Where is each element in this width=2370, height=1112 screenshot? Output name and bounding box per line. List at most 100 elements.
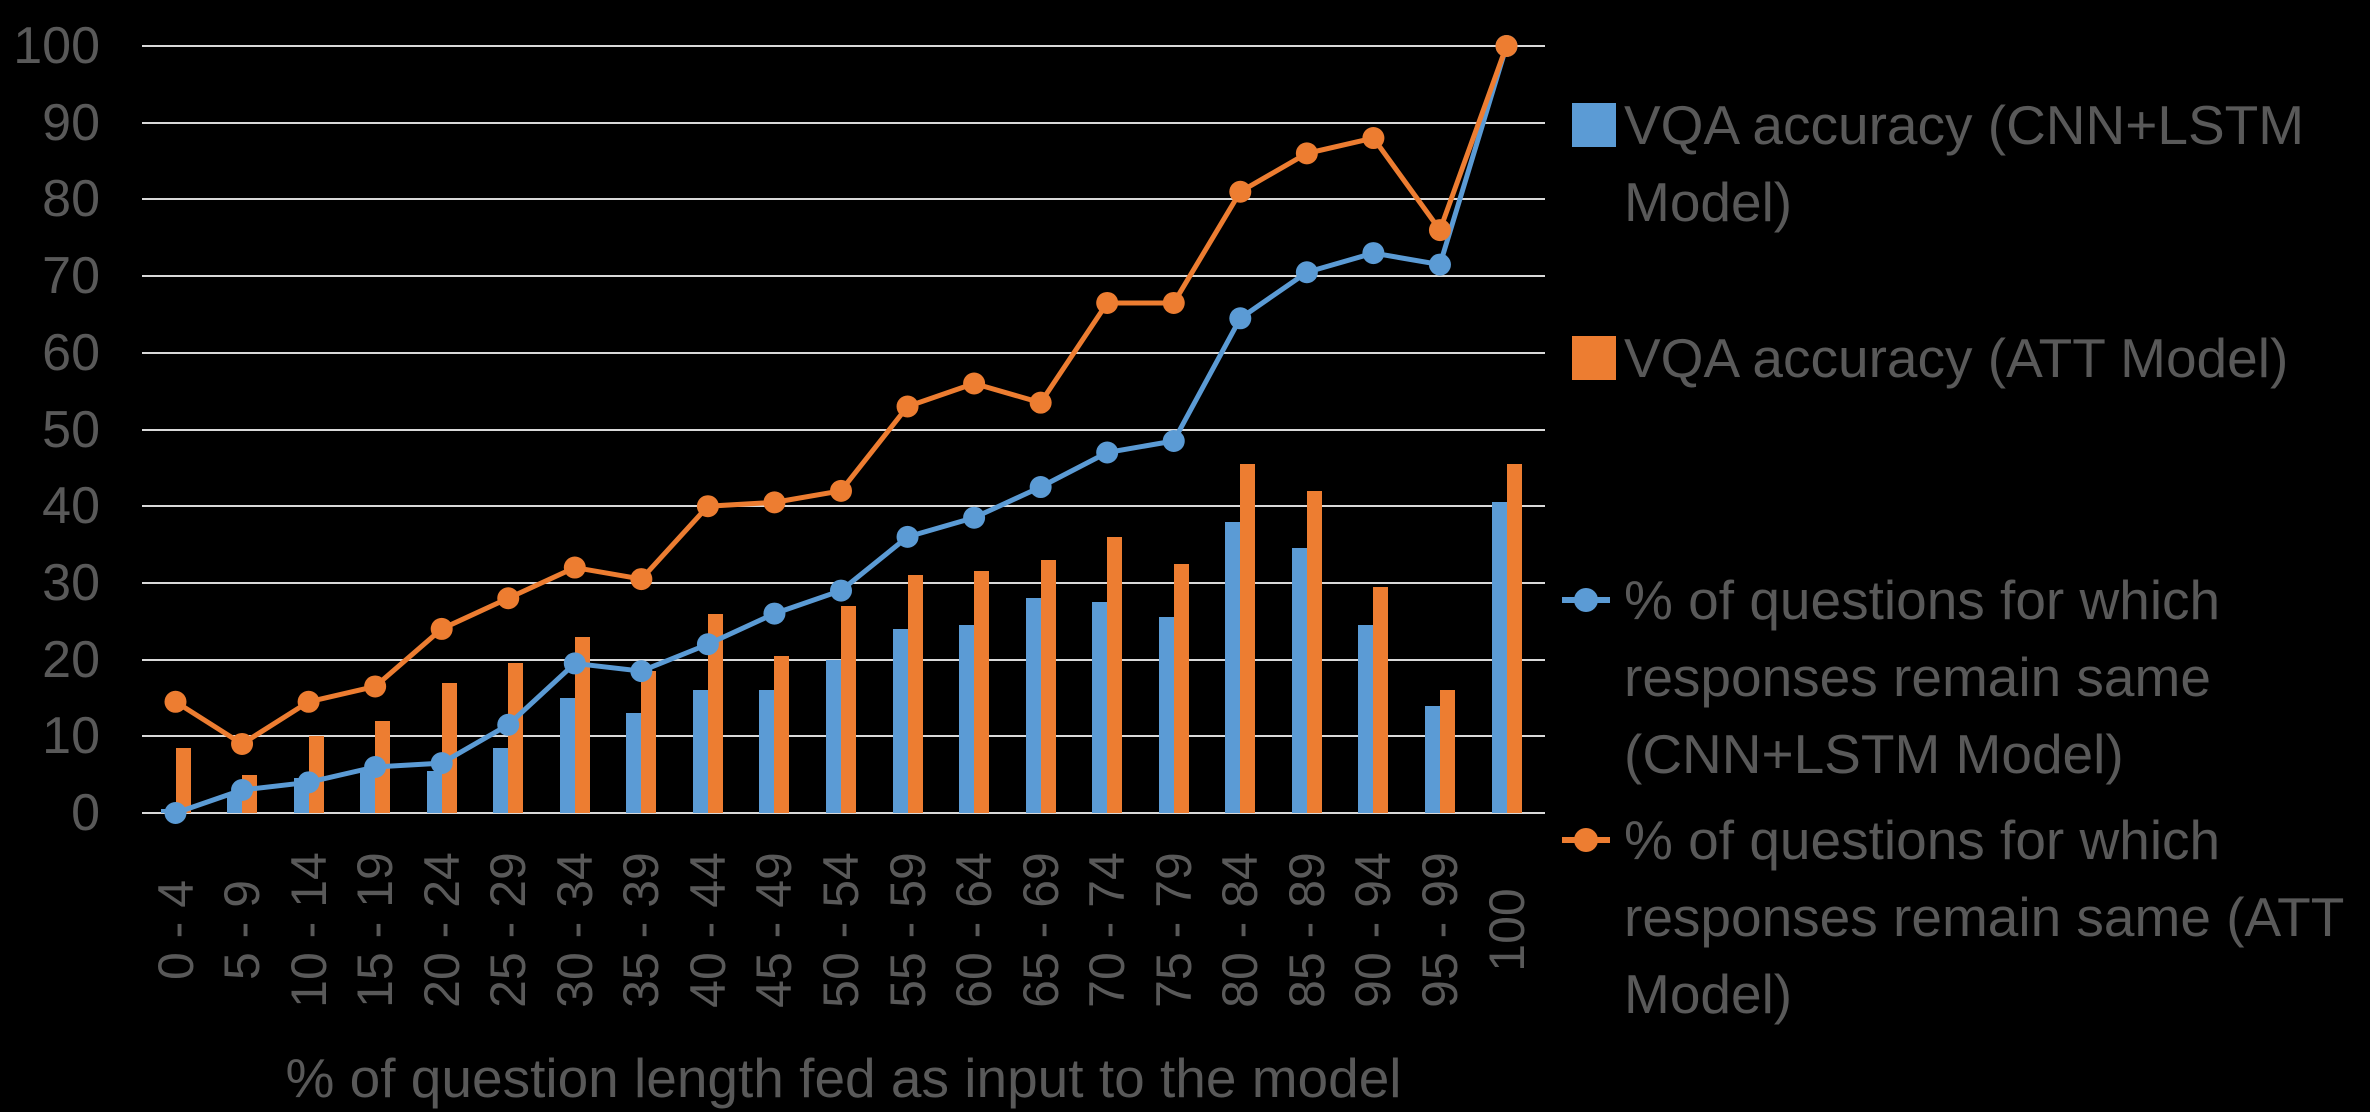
x-axis-category-label: 35 - 39 [613, 852, 670, 1008]
bar-vqa-att-20 - 24 [441, 682, 457, 813]
bar-vqa-cnn-lstm-35 - 39 [626, 713, 642, 813]
bar-vqa-cnn-lstm-40 - 44 [692, 690, 708, 813]
gridline-40 [142, 505, 1545, 508]
legend-dot-marker [1574, 828, 1598, 852]
x-axis-category-label: 100 [1478, 888, 1535, 972]
bar-vqa-cnn-lstm-60 - 64 [959, 625, 975, 813]
bar-vqa-cnn-lstm-15 - 19 [360, 770, 376, 813]
line-point-same-att-55 - 59 [896, 395, 919, 418]
line-point-same-att-60 - 64 [963, 372, 986, 395]
bar-vqa-cnn-lstm-100 [1491, 502, 1507, 813]
x-axis-category-label: 30 - 34 [546, 852, 603, 1008]
line-point-same-att-40 - 44 [696, 495, 719, 518]
bar-vqa-att-55 - 59 [907, 575, 923, 813]
bar-vqa-att-30 - 34 [574, 636, 590, 813]
bar-vqa-cnn-lstm-80 - 84 [1225, 521, 1241, 813]
gridline-70 [142, 275, 1545, 278]
gridline-60 [142, 351, 1545, 354]
x-axis-category-label: 75 - 79 [1145, 852, 1202, 1008]
x-axis-category-label: 65 - 69 [1012, 852, 1069, 1008]
x-axis-category-label: 95 - 99 [1411, 852, 1468, 1008]
line-point-same-att-80 - 84 [1229, 180, 1252, 203]
line-point-same-att-10 - 14 [297, 690, 320, 713]
line-point-same-cnn-lstm-50 - 54 [830, 579, 852, 602]
bar-vqa-cnn-lstm-45 - 49 [759, 690, 775, 813]
y-axis-tick-label: 20 [42, 630, 100, 689]
line-point-same-att-90 - 94 [1362, 127, 1385, 150]
legend-dot-marker [1574, 588, 1598, 612]
y-axis-tick-label: 60 [42, 323, 100, 382]
x-axis-category-label: 55 - 59 [879, 852, 936, 1008]
y-axis-tick-label: 10 [42, 707, 100, 766]
line-point-same-cnn-lstm-80 - 84 [1229, 307, 1252, 330]
line-point-same-cnn-lstm-30 - 34 [563, 652, 586, 675]
bar-vqa-cnn-lstm-75 - 79 [1158, 617, 1174, 813]
gridline-80 [142, 198, 1545, 201]
x-axis-category-label: 90 - 94 [1345, 852, 1402, 1008]
line-point-same-att-85 - 89 [1295, 142, 1318, 165]
x-axis-category-label: 60 - 64 [946, 852, 1003, 1008]
line-point-same-att-0 - 4 [164, 690, 187, 713]
bar-vqa-att-35 - 39 [641, 671, 657, 813]
legend-swatch-vqa-att [1572, 336, 1616, 380]
line-point-same-att-30 - 34 [563, 556, 586, 579]
line-point-same-att-15 - 19 [364, 675, 387, 698]
line-point-same-att-65 - 69 [1029, 391, 1052, 414]
line-point-same-cnn-lstm-55 - 59 [896, 525, 919, 548]
legend-label: % of questions for which responses remain… [1624, 569, 2221, 785]
line-point-same-att-70 - 74 [1096, 291, 1119, 314]
line-point-same-cnn-lstm-35 - 39 [630, 660, 653, 683]
x-axis-category-label: 70 - 74 [1079, 852, 1136, 1008]
line-point-same-cnn-lstm-5 - 9 [231, 778, 254, 801]
line-point-same-att-25 - 29 [497, 587, 520, 610]
line-point-same-cnn-lstm-20 - 24 [430, 752, 453, 775]
y-axis-tick-label: 90 [42, 93, 100, 152]
y-axis-tick-label: 80 [42, 170, 100, 229]
y-axis-tick-label: 70 [42, 247, 100, 306]
line-point-same-att-50 - 54 [830, 479, 852, 502]
y-axis-tick-label: 40 [42, 477, 100, 536]
bar-vqa-att-25 - 29 [508, 663, 524, 813]
bar-vqa-cnn-lstm-50 - 54 [826, 659, 841, 813]
bar-vqa-cnn-lstm-25 - 29 [493, 747, 509, 813]
bar-vqa-att-80 - 84 [1240, 464, 1256, 813]
bar-vqa-cnn-lstm-90 - 94 [1358, 625, 1374, 813]
y-axis-tick-label: 50 [42, 400, 100, 459]
bar-vqa-cnn-lstm-20 - 24 [426, 770, 442, 813]
y-axis-tick-label: 100 [13, 17, 100, 75]
bar-vqa-att-75 - 79 [1173, 563, 1189, 813]
line-point-same-att-75 - 79 [1162, 291, 1185, 314]
y-axis-tick-label: 30 [42, 553, 100, 612]
line-point-same-att-20 - 24 [430, 617, 453, 640]
bar-vqa-att-90 - 94 [1373, 586, 1389, 813]
x-axis-category-label: 0 - 4 [147, 879, 204, 981]
gridline-0 [142, 812, 1545, 814]
x-axis-category-label: 5 - 9 [214, 879, 271, 981]
gridline-50 [142, 428, 1545, 431]
bar-vqa-cnn-lstm-95 - 99 [1424, 705, 1440, 813]
bar-vqa-att-100 [1506, 464, 1522, 813]
line-point-same-att-5 - 9 [231, 732, 254, 755]
bar-vqa-att-45 - 49 [774, 655, 790, 813]
legend-label: % of questions for which responses remain… [1624, 809, 2345, 1025]
line-point-same-cnn-lstm-75 - 79 [1162, 430, 1185, 453]
bar-vqa-att-50 - 54 [841, 605, 856, 813]
bar-vqa-att-40 - 44 [707, 613, 723, 813]
line-point-same-att-45 - 49 [763, 491, 786, 514]
bar-vqa-att-70 - 74 [1107, 536, 1123, 813]
gridline-100 [142, 45, 1545, 47]
bar-vqa-cnn-lstm-30 - 34 [559, 697, 575, 813]
line-point-same-cnn-lstm-65 - 69 [1029, 476, 1052, 499]
line-point-same-att-100 [1495, 35, 1518, 57]
bar-vqa-cnn-lstm-70 - 74 [1092, 602, 1108, 813]
line-point-same-cnn-lstm-10 - 14 [297, 771, 320, 794]
x-axis-title: % of question length fed as input to the… [285, 1047, 1402, 1109]
x-axis-category-label: 80 - 84 [1212, 852, 1269, 1008]
bar-vqa-att-85 - 89 [1306, 490, 1322, 813]
x-axis-category-label: 25 - 29 [480, 852, 537, 1008]
x-axis-category-label: 10 - 14 [280, 852, 337, 1008]
line-point-same-cnn-lstm-95 - 99 [1428, 253, 1451, 276]
line-point-same-cnn-lstm-40 - 44 [696, 633, 719, 656]
bar-vqa-cnn-lstm-85 - 89 [1291, 548, 1307, 813]
